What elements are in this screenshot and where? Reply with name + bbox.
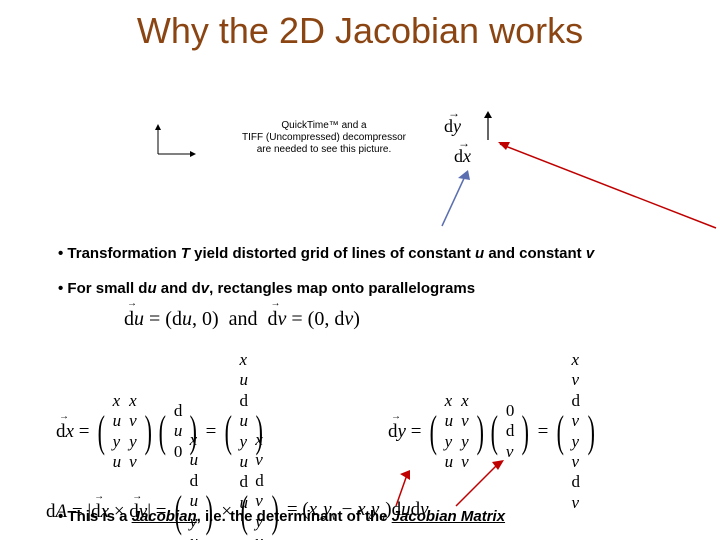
- uv-axes-icon: [152, 122, 202, 162]
- qt-line1: QuickTime™ and a: [281, 120, 366, 131]
- dy-vector-label: ddyy: [444, 116, 461, 137]
- qt-line2: TIFF (Uncompressed) decompressor: [242, 132, 406, 143]
- bullet-3: • This is a Jacobian, i.e. the determina…: [58, 508, 505, 525]
- slide: Why the 2D Jacobian works QuickTime™ and…: [0, 0, 720, 540]
- quicktime-placeholder: QuickTime™ and a TIFF (Uncompressed) dec…: [214, 120, 434, 156]
- jacobian-arrow-left-icon: [390, 468, 420, 512]
- jacobian-arrow-right-icon: [450, 458, 510, 512]
- bullet-1: • Transformation T yield distorted grid …: [58, 245, 594, 262]
- qt-line3: are needed to see this picture.: [257, 144, 392, 155]
- equation-du-dv: du = (du, 0) and dv = (0, dv): [124, 308, 360, 331]
- bullet-2: • For small du and dv, rectangles map on…: [58, 280, 475, 297]
- dx-vector-label: dx: [454, 146, 471, 167]
- red-arrow-icon: [496, 120, 720, 240]
- blue-arrow-icon: [436, 168, 496, 234]
- page-title: Why the 2D Jacobian works: [0, 10, 720, 52]
